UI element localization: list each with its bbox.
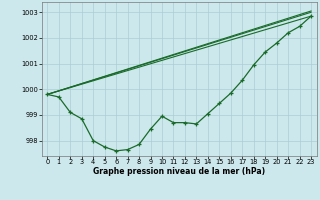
X-axis label: Graphe pression niveau de la mer (hPa): Graphe pression niveau de la mer (hPa) [93,167,265,176]
